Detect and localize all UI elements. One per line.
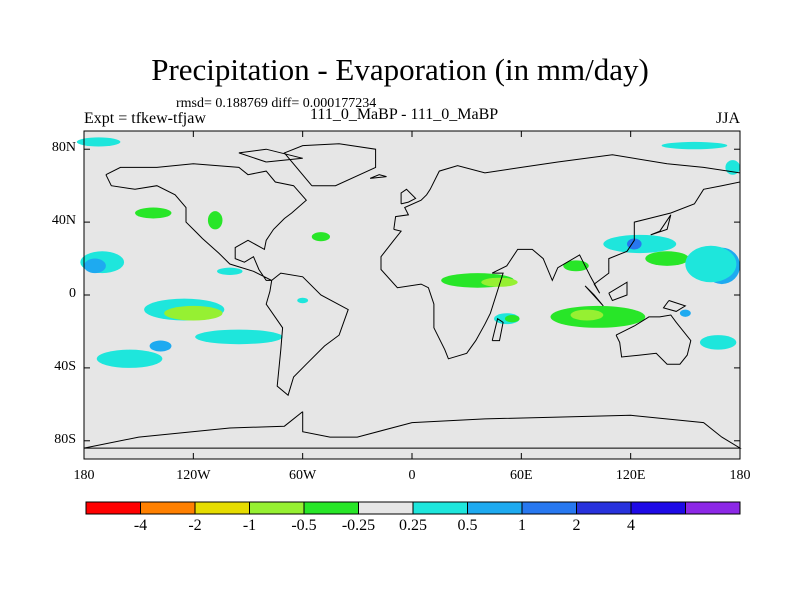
colorbar-label: -0.25 bbox=[341, 517, 376, 534]
coastline bbox=[105, 163, 308, 281]
colorbar-swatch bbox=[303, 501, 359, 515]
coastline bbox=[491, 317, 504, 342]
anomaly-patch bbox=[570, 309, 604, 321]
colorbar-swatch bbox=[685, 501, 741, 515]
anomaly-patch bbox=[311, 232, 330, 242]
lon-tick-label: 60E bbox=[510, 468, 533, 483]
anomaly-patch bbox=[84, 258, 106, 274]
lon-tick-label: 180 bbox=[729, 468, 751, 483]
colorbar-swatch bbox=[140, 501, 196, 515]
lat-tick-label: 80S bbox=[54, 431, 76, 447]
colorbar bbox=[85, 501, 741, 515]
colorbar-swatch bbox=[630, 501, 686, 515]
lat-tick-label: 40N bbox=[51, 213, 76, 229]
colorbar-label: -0.5 bbox=[291, 517, 317, 534]
lon-tick-label: 120W bbox=[176, 468, 211, 483]
coastline bbox=[380, 154, 741, 360]
colorbar-swatch bbox=[249, 501, 305, 515]
coastline bbox=[650, 214, 672, 236]
coastline bbox=[615, 314, 692, 365]
anomaly-layer bbox=[76, 137, 740, 368]
colorbar-swatch bbox=[576, 501, 632, 515]
map-title: Precipitation - Evaporation (in mm/day) bbox=[151, 52, 649, 87]
anomaly-patch bbox=[685, 245, 737, 283]
anomaly-patch bbox=[217, 267, 243, 275]
anomaly-patch bbox=[645, 251, 689, 266]
colorbar-swatch bbox=[194, 501, 250, 515]
anomaly-patch bbox=[164, 305, 223, 321]
colorbar-swatch bbox=[358, 501, 414, 515]
anomaly-patch bbox=[679, 309, 691, 317]
coastline bbox=[400, 188, 417, 205]
anomaly-patch bbox=[76, 137, 121, 147]
colorbar-label: 2 bbox=[572, 517, 581, 534]
coastline bbox=[283, 143, 377, 187]
colorbar-label: 0.5 bbox=[457, 517, 478, 534]
anomaly-patch bbox=[96, 349, 163, 368]
stats-text: rmsd= 0.188769 diff= 0.000177234 bbox=[176, 96, 377, 111]
season-label: JJA bbox=[716, 110, 741, 127]
colorbar-swatch bbox=[467, 501, 523, 515]
map-subtitle: 111_0_MaBP - 111_0_MaBP bbox=[310, 106, 499, 123]
lon-tick-label: 0 bbox=[408, 468, 416, 483]
colorbar-swatch bbox=[412, 501, 468, 515]
anomaly-patch bbox=[481, 277, 518, 287]
experiment-label: Expt = tfkew-tfjaw bbox=[84, 110, 206, 127]
anomaly-patch bbox=[195, 329, 283, 345]
coastline bbox=[584, 285, 604, 307]
lon-tick-label: 120E bbox=[615, 468, 646, 483]
lon-tick-label: 180 bbox=[73, 468, 95, 483]
colorbar-label: 4 bbox=[627, 517, 635, 534]
coastline bbox=[83, 411, 742, 449]
coastline bbox=[369, 174, 387, 179]
colorbar-swatch bbox=[521, 501, 577, 515]
anomaly-patch bbox=[135, 207, 172, 219]
coastline bbox=[265, 272, 349, 397]
axis-ticks bbox=[83, 131, 741, 459]
anomaly-patch bbox=[661, 141, 728, 150]
colorbar-label: -4 bbox=[133, 517, 148, 534]
colorbar-label: 0.25 bbox=[399, 517, 427, 534]
coastline bbox=[238, 148, 303, 163]
anomaly-patch bbox=[563, 260, 589, 272]
lat-tick-label: 40S bbox=[54, 358, 76, 374]
map-background bbox=[84, 131, 740, 459]
colorbar-label: -1 bbox=[242, 517, 257, 534]
lat-tick-label: 80N bbox=[51, 140, 76, 156]
lon-tick-label: 60W bbox=[289, 468, 317, 483]
coastline bbox=[608, 281, 628, 302]
coastline bbox=[662, 300, 687, 312]
lat-tick-label: 0 bbox=[69, 286, 76, 301]
colorbar-label: -2 bbox=[188, 517, 202, 534]
anomaly-patch bbox=[699, 335, 737, 350]
anomaly-patch bbox=[297, 297, 309, 304]
anomaly-patch bbox=[627, 238, 642, 250]
anomaly-patch bbox=[207, 211, 223, 230]
colorbar-swatch bbox=[85, 501, 141, 515]
colorbar-label: 1 bbox=[518, 517, 526, 534]
anomaly-patch bbox=[504, 315, 520, 323]
anomaly-patch bbox=[149, 340, 172, 352]
coastline-layer bbox=[83, 143, 742, 449]
